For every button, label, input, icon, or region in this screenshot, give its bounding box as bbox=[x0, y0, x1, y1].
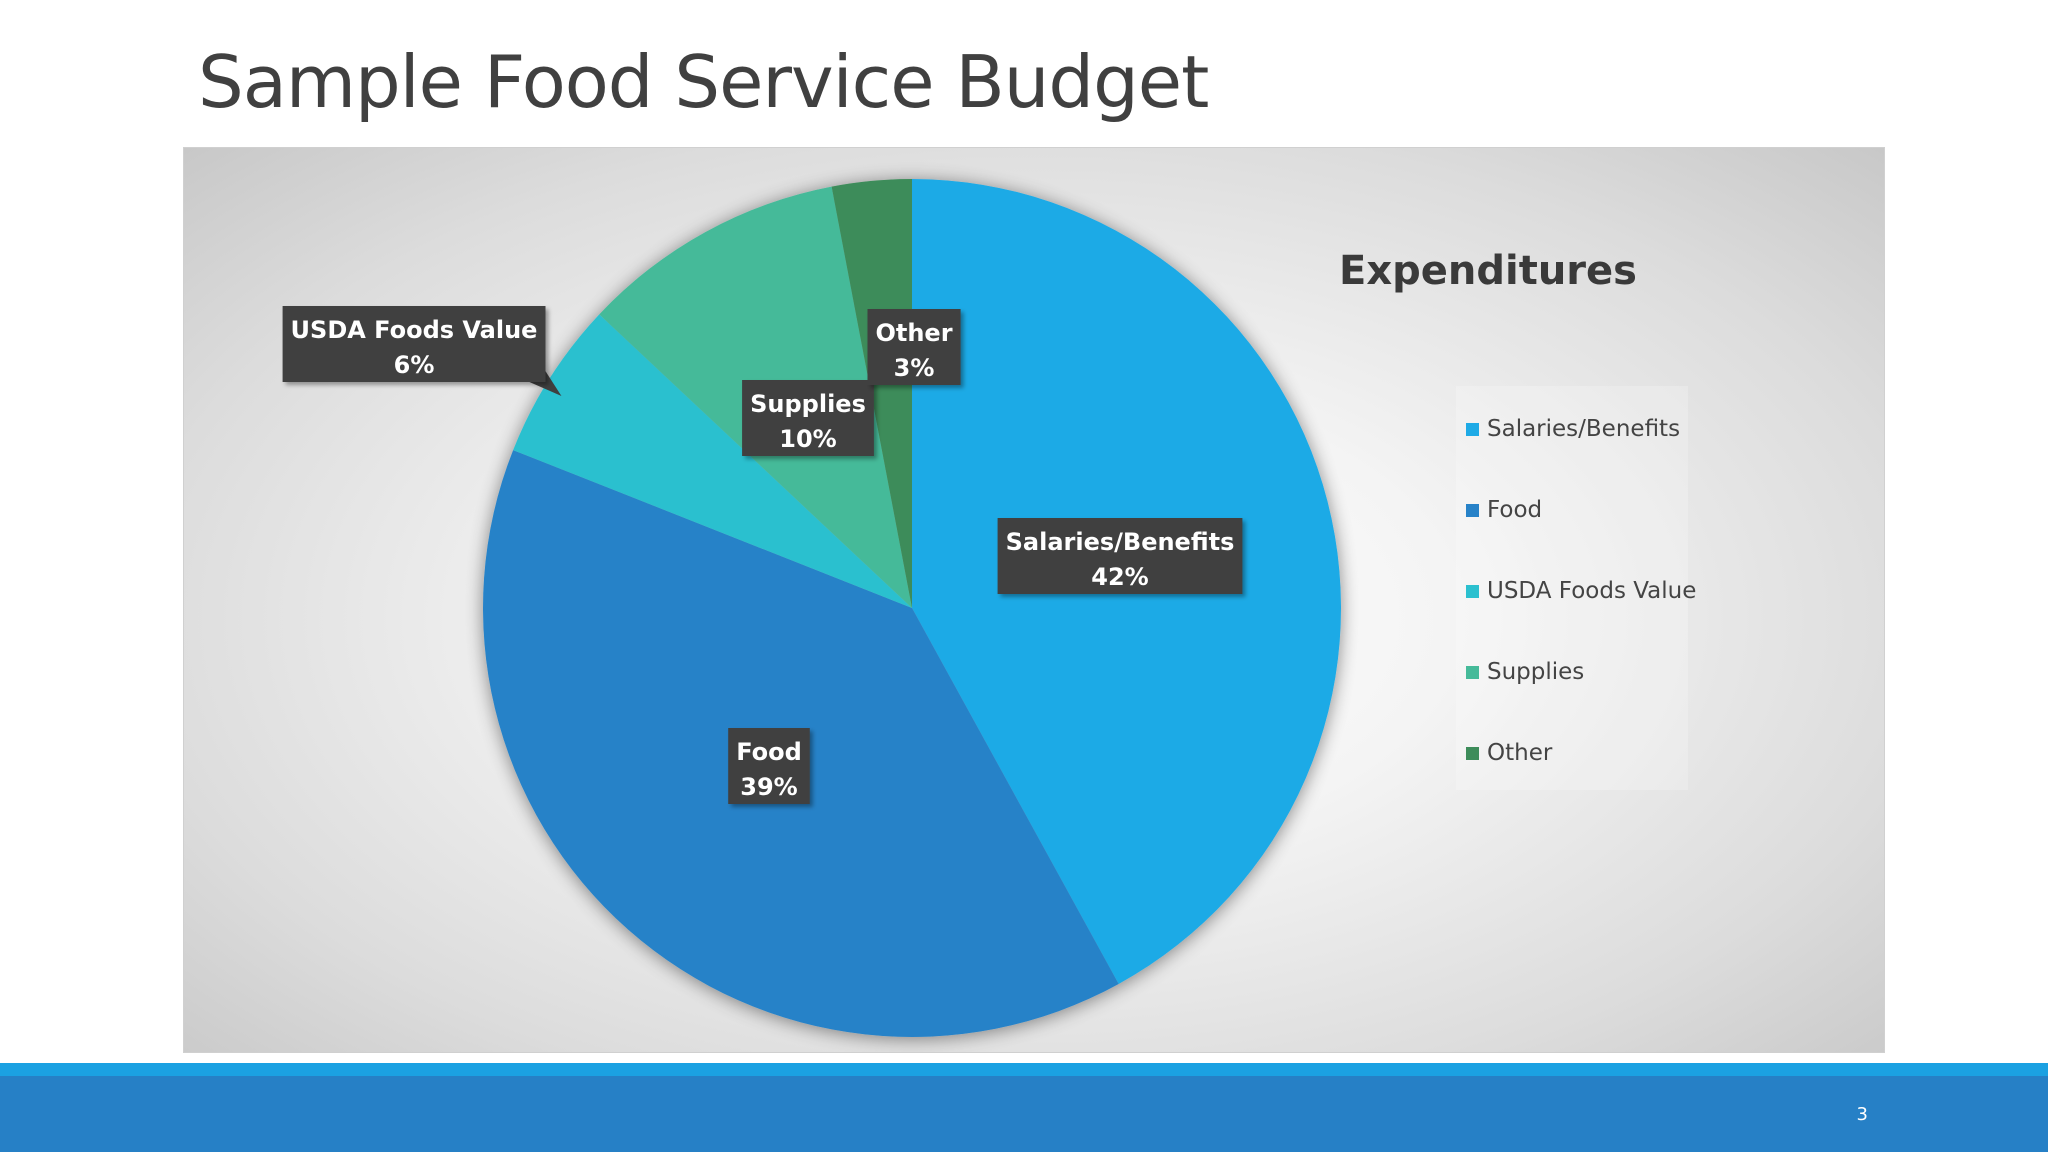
data-label-name: Supplies bbox=[750, 390, 866, 418]
pie-slice-usda-foods-value bbox=[513, 314, 912, 608]
data-label-box bbox=[728, 728, 810, 804]
chart-area: Salaries/Benefits 42% Food 39% USDA Foods Va… bbox=[183, 147, 1885, 1053]
data-label-percent: 42% bbox=[1091, 563, 1148, 591]
data-label-name: Salaries/Benefits bbox=[1006, 528, 1235, 556]
data-label-other: Other 3% bbox=[867, 309, 961, 385]
legend-item-other: Other bbox=[1466, 738, 1552, 768]
legend-label: USDA Foods Value bbox=[1487, 578, 1697, 604]
legend-swatch bbox=[1466, 503, 1479, 517]
data-label-supplies: Supplies 10% bbox=[742, 380, 874, 456]
data-label-salaries-benefits: Salaries/Benefits 42% bbox=[997, 518, 1243, 594]
legend-swatch bbox=[1466, 422, 1479, 436]
footer-accent-stripe bbox=[0, 1063, 2048, 1076]
legend-swatch bbox=[1466, 584, 1479, 598]
chart-title: Expenditures bbox=[1339, 248, 1637, 294]
data-label-name: USDA Foods Value bbox=[291, 316, 538, 344]
data-label-usda-foods-value: USDA Foods Value 6% bbox=[282, 306, 562, 396]
data-label-percent: 6% bbox=[394, 351, 435, 379]
data-label-box bbox=[742, 380, 874, 456]
chart-legend: Salaries/Benefits Food USDA Foods Value … bbox=[1456, 386, 1696, 790]
legend-item-salaries-benefits: Salaries/Benefits bbox=[1466, 414, 1680, 444]
legend-item-supplies: Supplies bbox=[1466, 657, 1584, 687]
legend-label: Salaries/Benefits bbox=[1487, 416, 1681, 442]
pie-chart: Salaries/Benefits 42% Food 39% USDA Foods Va… bbox=[282, 179, 1342, 1038]
data-label-percent: 39% bbox=[740, 773, 797, 801]
data-label-percent: 10% bbox=[779, 425, 836, 453]
legend-swatch bbox=[1466, 665, 1479, 679]
legend-label: Other bbox=[1487, 740, 1553, 766]
legend-label: Food bbox=[1487, 497, 1543, 523]
data-label-box bbox=[997, 518, 1243, 594]
data-label-name: Food bbox=[736, 738, 802, 766]
data-label-name: Other bbox=[875, 319, 952, 347]
slide-title: Sample Food Service Budget bbox=[198, 40, 1209, 124]
data-label-percent: 3% bbox=[894, 354, 935, 382]
legend-item-food: Food bbox=[1466, 495, 1542, 525]
page-number: 3 bbox=[1856, 1104, 1868, 1125]
data-label-box bbox=[867, 309, 961, 385]
data-label-box bbox=[282, 306, 546, 382]
legend-item-usda-foods-value: USDA Foods Value bbox=[1466, 576, 1696, 606]
footer-bar: 3 bbox=[0, 1076, 2048, 1152]
data-label-food: Food 39% bbox=[728, 728, 810, 804]
legend-label: Supplies bbox=[1487, 659, 1585, 685]
legend-swatch bbox=[1466, 746, 1479, 760]
